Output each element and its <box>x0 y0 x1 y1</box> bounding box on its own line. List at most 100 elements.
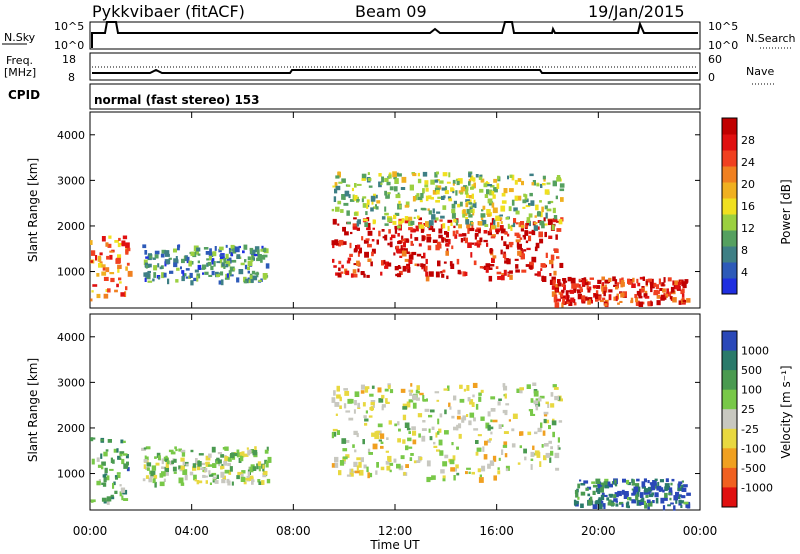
velocity-cell <box>650 482 655 487</box>
velocity-cell <box>479 474 482 478</box>
power-cell <box>523 249 527 252</box>
power-cell <box>395 245 400 252</box>
power-cell <box>535 242 540 249</box>
power-cell <box>214 246 217 251</box>
velocity-cell <box>675 491 680 497</box>
power-cell <box>454 234 458 239</box>
velocity-cell <box>143 459 148 463</box>
velocity-cell <box>368 415 373 418</box>
power-cell <box>552 280 556 287</box>
power-cell <box>265 263 270 269</box>
power-cell <box>395 194 401 199</box>
velocity-cell <box>331 397 336 403</box>
power-cell <box>554 294 558 300</box>
velocity-cell <box>490 396 496 400</box>
velocity-cell <box>120 487 126 493</box>
nsearch-label: N.Search <box>746 32 796 45</box>
velocity-cell <box>686 492 691 496</box>
power-cell <box>236 254 241 259</box>
velocity-cell <box>459 384 463 389</box>
velocity-cell <box>367 472 370 479</box>
power-cell <box>483 230 488 234</box>
velocity-cell <box>428 428 431 433</box>
velocity-cell <box>680 504 683 508</box>
power-cell <box>335 185 341 191</box>
velocity-cell <box>385 450 389 453</box>
velocity-cell <box>677 494 681 499</box>
power-cell <box>114 240 119 243</box>
velocity-cell <box>609 502 615 506</box>
power-cell <box>486 189 490 195</box>
velocity-cell <box>487 439 491 443</box>
power-cell <box>181 258 185 264</box>
power-cell <box>246 266 250 271</box>
velocity-cell <box>207 464 213 467</box>
power-cell <box>446 275 449 280</box>
power-cell <box>491 191 495 195</box>
power-cell <box>544 231 547 238</box>
velocity-cell <box>558 420 563 423</box>
power-cell <box>236 277 240 283</box>
power-cell <box>533 222 538 225</box>
velocity-cell <box>380 445 384 449</box>
velocity-cell <box>587 493 591 497</box>
power-colorbar-swatch <box>722 246 737 263</box>
power-cell <box>220 279 224 286</box>
power-cell <box>662 288 666 293</box>
velocity-cell <box>481 465 486 472</box>
power-cell <box>384 190 387 196</box>
power-cell <box>556 220 560 223</box>
velocity-cell <box>349 472 354 477</box>
velocity-ytick-label: 3000 <box>57 376 85 389</box>
velocity-cell <box>548 425 551 430</box>
velocity-cell <box>443 388 449 391</box>
velocity-cell <box>444 454 449 459</box>
power-cell <box>394 266 399 271</box>
power-cell <box>471 193 474 199</box>
velocity-cell <box>397 421 400 426</box>
velocity-cell <box>182 461 185 466</box>
velocity-cell <box>146 462 152 467</box>
velocity-cell <box>110 457 113 464</box>
velocity-cell <box>419 392 424 396</box>
velocity-cell <box>611 481 614 485</box>
velocity-cell <box>557 437 560 443</box>
power-cell <box>392 171 397 178</box>
power-cell <box>521 269 527 273</box>
power-cell <box>613 296 616 301</box>
power-cell <box>402 238 406 242</box>
velocity-cell <box>251 479 254 485</box>
power-cell <box>529 192 533 197</box>
power-cell <box>599 299 604 303</box>
power-cell <box>501 273 505 276</box>
power-cell <box>163 272 167 278</box>
velocity-cell <box>249 477 254 481</box>
power-cell <box>469 206 473 210</box>
power-cell <box>445 242 450 247</box>
velocity-cell <box>686 503 691 509</box>
velocity-cell <box>442 475 446 479</box>
power-cell <box>465 202 469 208</box>
velocity-cell <box>622 478 626 483</box>
power-cell <box>216 261 221 264</box>
velocity-cell <box>603 481 608 485</box>
power-cell <box>487 230 492 236</box>
velocity-ylabel: Slant Range [km] <box>26 358 40 462</box>
power-cell <box>247 256 251 261</box>
power-cell <box>522 206 526 209</box>
power-cell <box>542 183 546 186</box>
power-cell <box>435 271 440 278</box>
power-cell <box>378 173 382 177</box>
power-cell <box>460 192 463 195</box>
power-cell <box>380 182 383 185</box>
velocity-cell <box>608 499 612 504</box>
power-cell <box>442 205 447 210</box>
power-cell <box>373 193 376 198</box>
velocity-cell <box>363 415 367 419</box>
power-cell <box>666 288 669 294</box>
power-cell <box>376 200 381 204</box>
power-cell <box>517 243 522 250</box>
velocity-cell <box>598 497 601 503</box>
velocity-colorbar-swatch <box>722 370 737 391</box>
velocity-cell <box>217 452 223 455</box>
